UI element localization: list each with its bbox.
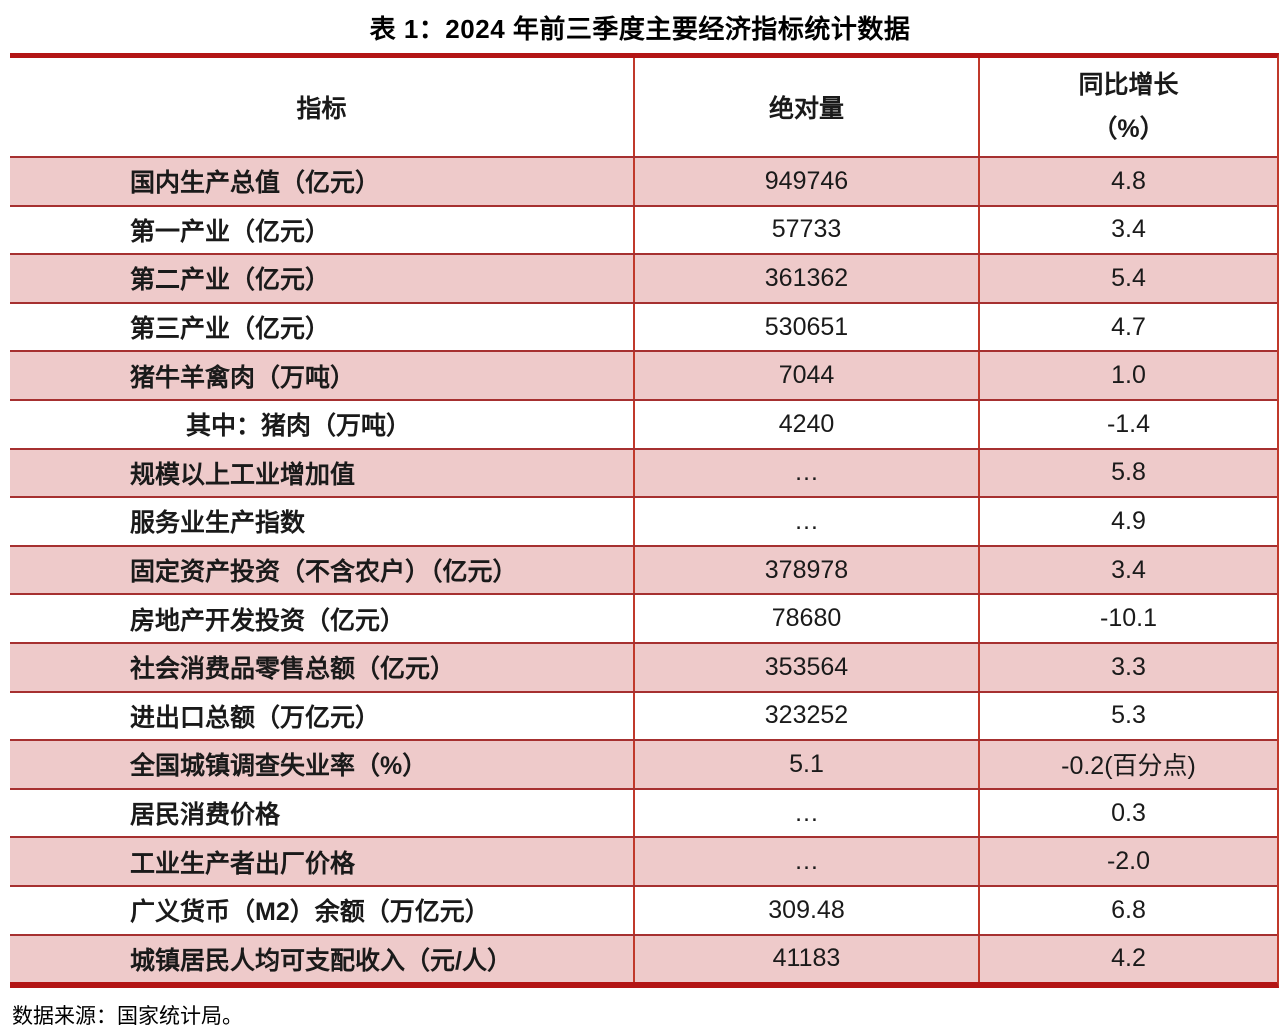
indicator-label: 国内生产总值（亿元） <box>130 169 381 198</box>
growth-value-cell: 4.9 <box>1111 506 1146 535</box>
header-indicator: 指标 <box>10 58 635 156</box>
table-row: 猪牛羊禽肉（万吨） 7044 1.0 <box>10 350 1277 399</box>
absolute-value-cell: … <box>635 789 980 837</box>
indicator-cell: 房地产开发投资（亿元） <box>10 595 635 642</box>
growth-value-cell: 3.3 <box>1111 652 1146 681</box>
table-row: 第一产业（亿元） 57733 3.4 <box>10 204 1277 254</box>
absolute-value-cell: 378978 <box>635 546 980 594</box>
header-growth: 同比增长 （%） <box>980 58 1277 156</box>
indicator-label: 城镇居民人均可支配收入（元/人） <box>130 946 512 975</box>
indicator-cell: 城镇居民人均可支配收入（元/人） <box>10 935 635 983</box>
table-row: 广义货币（M2）余额（万亿元） 309.48 6.8 <box>10 884 1277 934</box>
indicator-label: 进出口总额（万亿元） <box>130 703 381 732</box>
absolute-value-cell: 949746 <box>635 158 980 205</box>
absolute-value-cell: 5.1 <box>635 741 980 788</box>
indicator-label: 其中：猪肉（万吨） <box>186 412 412 441</box>
absolute-value-cell: 309.48 <box>635 886 980 934</box>
table-row: 城镇居民人均可支配收入（元/人） 41183 4.2 <box>10 933 1277 983</box>
growth-value-cell: 6.8 <box>1111 895 1146 924</box>
table-row: 全国城镇调查失业率（%） 5.1 -0.2(百分点) <box>10 739 1277 788</box>
header-growth-line1: 同比增长 <box>1078 71 1179 99</box>
table-row: 固定资产投资（不含农户）（亿元） 378978 3.4 <box>10 544 1277 594</box>
indicator-cell: 规模以上工业增加值 <box>10 449 635 497</box>
indicator-label: 广义货币（M2）余额（万亿元） <box>130 898 490 927</box>
indicator-cell: 服务业生产指数 <box>10 498 635 545</box>
table-row: 居民消费价格 … 0.3 <box>10 787 1277 837</box>
growth-value-cell: -0.2(百分点) <box>1061 752 1196 781</box>
growth-value-cell: 3.4 <box>1111 215 1146 244</box>
indicator-label: 社会消费品零售总额（亿元） <box>130 655 456 684</box>
table-row: 服务业生产指数 … 4.9 <box>10 496 1277 545</box>
growth-value-cell: -2.0 <box>1106 847 1151 876</box>
growth-value-cell: 5.8 <box>1111 458 1146 487</box>
indicator-cell: 固定资产投资（不含农户）（亿元） <box>10 546 635 594</box>
indicator-label: 房地产开发投资（亿元） <box>130 606 406 635</box>
absolute-value-cell: 361362 <box>635 255 980 302</box>
table-row: 国内生产总值（亿元） 949746 4.8 <box>10 156 1277 205</box>
growth-value-cell: 3.4 <box>1111 555 1146 584</box>
table-row: 社会消费品零售总额（亿元） 353564 3.3 <box>10 641 1277 691</box>
indicator-cell: 广义货币（M2）余额（万亿元） <box>10 886 635 934</box>
table-row: 第三产业（亿元） 530651 4.7 <box>10 301 1277 351</box>
indicator-label: 全国城镇调查失业率（%） <box>130 752 428 781</box>
indicator-cell: 全国城镇调查失业率（%） <box>10 741 635 788</box>
growth-value-cell: 0.3 <box>1111 798 1146 827</box>
indicator-cell: 猪牛羊禽肉（万吨） <box>10 352 635 399</box>
indicator-cell: 居民消费价格 <box>10 789 635 837</box>
indicator-label: 固定资产投资（不含农户）（亿元） <box>130 558 518 587</box>
absolute-value-cell: 323252 <box>635 692 980 740</box>
table-row: 第二产业（亿元） 361362 5.4 <box>10 253 1277 302</box>
data-source-note: 数据来源：国家统计局。 <box>12 1005 243 1029</box>
table-row: 规模以上工业增加值 … 5.8 <box>10 447 1277 497</box>
absolute-value-cell: … <box>635 498 980 545</box>
growth-value-cell: 5.3 <box>1111 701 1146 730</box>
absolute-value-cell: 7044 <box>635 352 980 399</box>
absolute-value-cell: 78680 <box>635 595 980 642</box>
absolute-value-cell: 4240 <box>635 400 980 448</box>
growth-value-cell: 4.7 <box>1111 312 1146 341</box>
table-row: 房地产开发投资（亿元） 78680 -10.1 <box>10 593 1277 642</box>
absolute-value-cell: … <box>635 449 980 497</box>
header-absolute: 绝对量 <box>635 58 980 156</box>
indicator-label: 工业生产者出厂价格 <box>130 849 356 878</box>
growth-value-cell: 1.0 <box>1111 361 1146 390</box>
growth-value-cell: 5.4 <box>1111 263 1146 292</box>
table-title: 表 1：2024 年前三季度主要经济指标统计数据 <box>369 14 911 44</box>
indicator-cell: 社会消费品零售总额（亿元） <box>10 643 635 691</box>
header-growth-line2: （%） <box>1092 115 1165 143</box>
growth-value-cell: -1.4 <box>1106 409 1151 438</box>
absolute-value-cell: 353564 <box>635 643 980 691</box>
growth-value-cell: 4.8 <box>1111 166 1146 195</box>
indicator-cell: 第一产业（亿元） <box>10 206 635 254</box>
indicator-cell: 进出口总额（万亿元） <box>10 692 635 740</box>
indicator-cell: 国内生产总值（亿元） <box>10 158 635 205</box>
indicator-cell: 其中：猪肉（万吨） <box>10 400 635 448</box>
table-row: 其中：猪肉（万吨） 4240 -1.4 <box>10 398 1277 448</box>
economic-indicators-table: 指标 绝对量 同比增长 （%） 国内生产总值（亿元） 949746 4.8 第一… <box>10 53 1279 989</box>
growth-value-cell: -10.1 <box>1100 604 1157 633</box>
indicator-cell: 工业生产者出厂价格 <box>10 838 635 885</box>
table-row: 进出口总额（万亿元） 323252 5.3 <box>10 690 1277 740</box>
indicator-cell: 第二产业（亿元） <box>10 255 635 302</box>
table-body: 国内生产总值（亿元） 949746 4.8 第一产业（亿元） 57733 3.4… <box>10 156 1277 983</box>
absolute-value-cell: 41183 <box>635 935 980 983</box>
indicator-cell: 第三产业（亿元） <box>10 303 635 351</box>
table-row: 工业生产者出厂价格 … -2.0 <box>10 836 1277 885</box>
indicator-label: 居民消费价格 <box>130 801 281 830</box>
indicator-label: 规模以上工业增加值 <box>130 460 356 489</box>
indicator-label: 第三产业（亿元） <box>130 315 331 344</box>
indicator-label: 第二产业（亿元） <box>130 266 331 295</box>
absolute-value-cell: 57733 <box>635 206 980 254</box>
indicator-label: 猪牛羊禽肉（万吨） <box>130 363 356 392</box>
growth-value-cell: 4.2 <box>1111 944 1146 973</box>
absolute-value-cell: 530651 <box>635 303 980 351</box>
indicator-label: 服务业生产指数 <box>130 509 306 538</box>
table-header-row: 指标 绝对量 同比增长 （%） <box>10 58 1277 156</box>
indicator-label: 第一产业（亿元） <box>130 217 331 246</box>
absolute-value-cell: … <box>635 838 980 885</box>
